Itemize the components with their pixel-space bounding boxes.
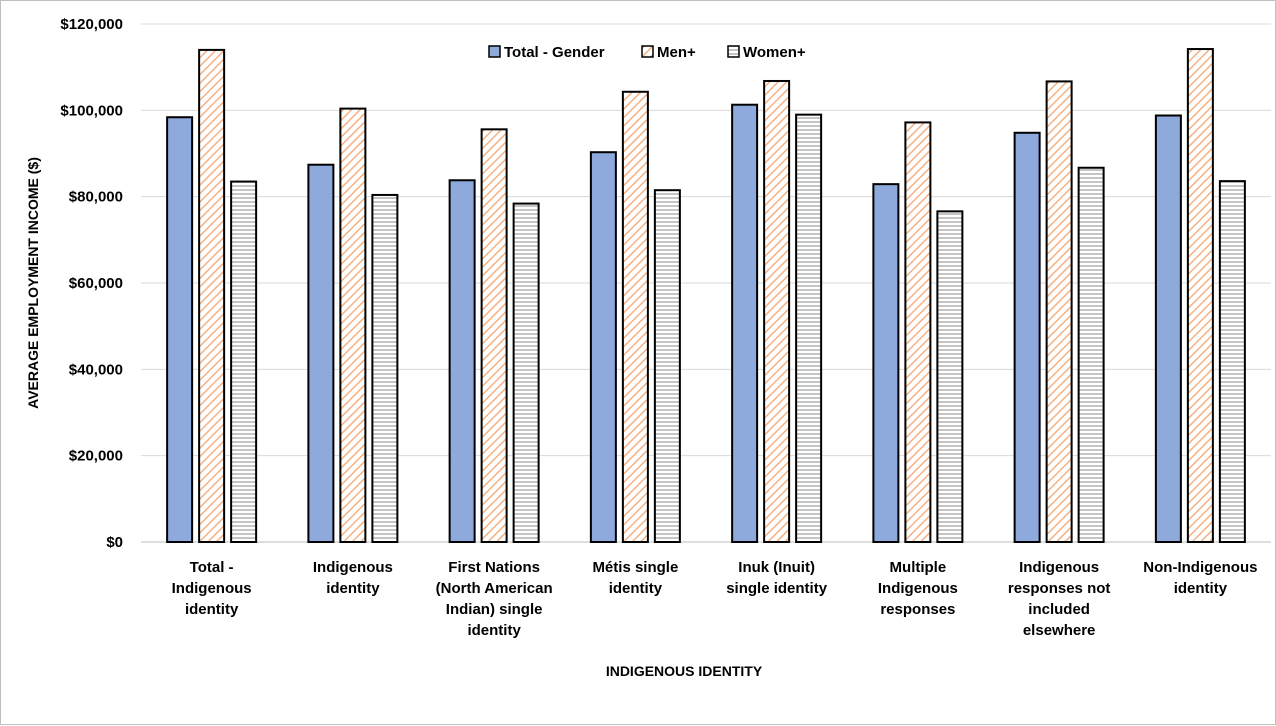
legend-label: Men+ <box>657 44 696 61</box>
x-axis-category-labels: Total -Indigenous identity Indigenous ident… <box>172 559 1258 639</box>
total-gender-bar <box>307 163 335 543</box>
men-bar <box>621 90 649 543</box>
y-axis-tick-labels: $0 $20,000 $40,000 $60,000 $80,000 $100,000 $1… <box>60 16 123 551</box>
total-gender-bar <box>448 179 476 543</box>
bars <box>166 48 1246 544</box>
x-category-label: Multiple Indigenous responses <box>878 559 958 618</box>
legend-swatch <box>488 45 501 58</box>
x-category-label: Métis single identity <box>592 559 678 597</box>
men-bar <box>763 79 791 543</box>
y-axis-title: AVERAGE EMPLOYMENT INCOME ($) <box>25 157 41 409</box>
y-tick-label: $40,000 <box>69 361 123 378</box>
women-bar <box>1077 166 1105 543</box>
total-gender-bar <box>1154 114 1182 543</box>
men-bar <box>339 107 367 544</box>
men-bar <box>904 121 932 543</box>
x-category-label: First Nations (North American Indian) sing… <box>436 559 553 639</box>
y-tick-label: $0 <box>106 534 123 551</box>
legend-label: Women+ <box>743 44 806 61</box>
y-tick-label: $120,000 <box>60 16 123 33</box>
legend-label: Total - Gender <box>504 44 605 61</box>
men-bar <box>1186 48 1214 544</box>
total-gender-bar <box>1013 131 1041 543</box>
women-bar <box>653 189 681 543</box>
total-gender-bar <box>589 151 617 544</box>
women-bar <box>230 180 258 544</box>
total-gender-bar <box>872 183 900 543</box>
x-category-label: Inuk (Inuit) single identity <box>726 559 828 597</box>
women-bar <box>936 210 964 544</box>
y-tick-label: $80,000 <box>69 189 123 206</box>
x-category-label: Indigenous responses not included elsewhere <box>1008 559 1111 639</box>
x-category-label: Indigenous identity <box>313 559 393 597</box>
y-tick-label: $20,000 <box>69 448 123 465</box>
total-gender-bar <box>731 103 759 543</box>
women-bar <box>1218 180 1246 543</box>
women-bar <box>795 113 823 544</box>
x-category-label: Non-Indigenous identity <box>1143 559 1257 597</box>
men-bar <box>1045 80 1073 544</box>
legend-swatch <box>641 45 654 58</box>
y-tick-label: $100,000 <box>60 102 123 119</box>
legend-swatch <box>727 45 740 58</box>
men-bar <box>480 128 508 543</box>
x-axis-title: INDIGENOUS IDENTITY <box>606 663 763 679</box>
y-tick-label: $60,000 <box>69 275 123 292</box>
women-bar <box>512 202 540 543</box>
women-bar <box>371 193 399 543</box>
x-category-label: Total -Indigenous identity <box>172 559 252 618</box>
total-gender-bar <box>166 116 194 544</box>
legend: Total - Gender Men+ Women+ <box>488 44 806 61</box>
men-bar <box>198 48 226 544</box>
